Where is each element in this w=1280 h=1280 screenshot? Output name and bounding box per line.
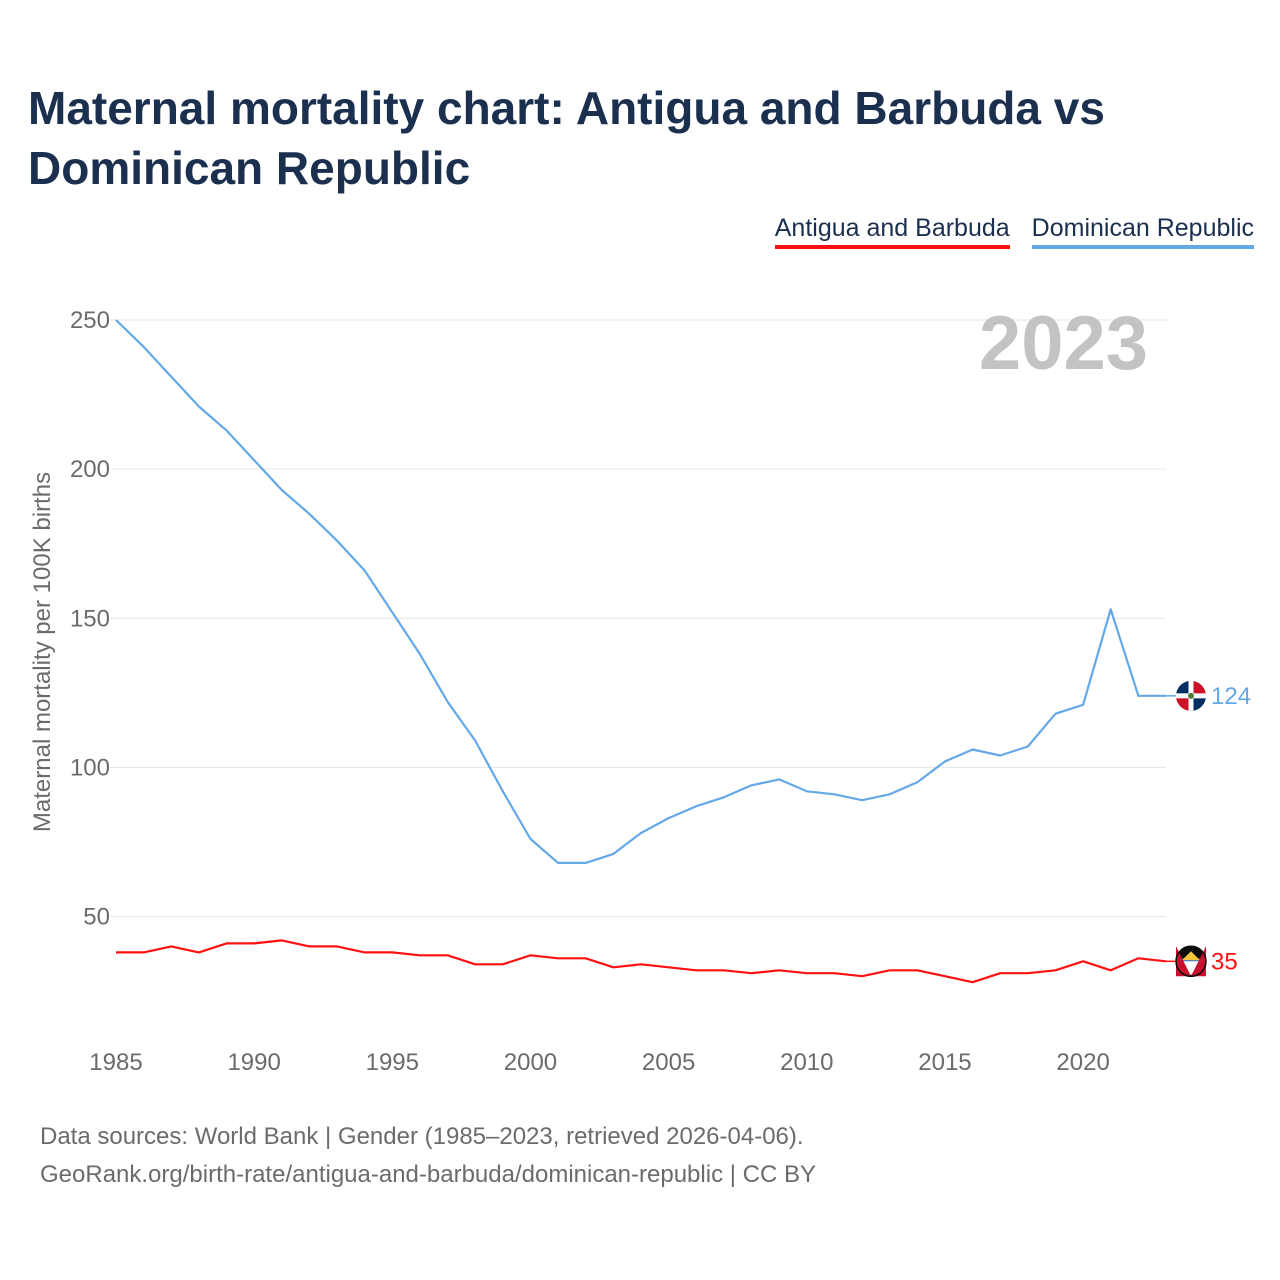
end-markers: 35 124 xyxy=(1166,680,1251,978)
y-axis-label: Maternal mortality per 100K births xyxy=(29,472,56,832)
series-lines xyxy=(115,319,1167,984)
series-line-antigua-and-barbuda xyxy=(116,939,1167,984)
x-tick-label: 2015 xyxy=(918,1049,971,1076)
y-tick-label: 100 xyxy=(70,754,110,781)
end-value-label: 124 xyxy=(1211,683,1251,710)
legend: Antigua and Barbuda Dominican Republic xyxy=(774,214,1254,249)
series-line-dominican-republic xyxy=(115,319,1166,865)
dominican-flag-icon xyxy=(1176,680,1206,711)
x-tick-label: 2020 xyxy=(1056,1049,1109,1076)
y-tick-label: 150 xyxy=(70,605,110,632)
y-tick-label: 250 xyxy=(70,307,110,334)
x-tick-label: 2010 xyxy=(780,1049,833,1076)
y-tick-label: 200 xyxy=(70,456,110,483)
data-source-text: Data sources: World Bank | Gender (1985–… xyxy=(40,1123,804,1150)
antigua-flag-icon xyxy=(1175,945,1207,978)
x-tick-label: 2000 xyxy=(504,1049,557,1076)
end-value-label: 35 xyxy=(1211,948,1238,975)
grid-lines xyxy=(110,319,1166,918)
x-tick-label: 1995 xyxy=(366,1049,419,1076)
legend-item-dominican-republic[interactable]: Dominican Republic xyxy=(1031,214,1254,249)
legend-item-antigua-and-barbuda[interactable]: Antigua and Barbuda xyxy=(774,214,1010,249)
x-tick-label: 1985 xyxy=(89,1049,142,1076)
x-tick-label: 2005 xyxy=(642,1049,695,1076)
year-label: 2023 xyxy=(978,301,1148,386)
x-tick-label: 1990 xyxy=(227,1049,280,1076)
x-axis-ticks: 1985 1990 1995 2000 2005 2010 2015 2020 xyxy=(89,1049,1109,1076)
attribution-text: GeoRank.org/birth-rate/antigua-and-barbu… xyxy=(40,1161,816,1188)
y-tick-label: 50 xyxy=(83,904,110,931)
chart-title: Maternal mortality chart: Antigua and Ba… xyxy=(28,82,1105,194)
y-axis-ticks: 50 100 150 200 250 xyxy=(70,307,110,931)
footer: Data sources: World Bank | Gender (1985–… xyxy=(40,1118,816,1194)
